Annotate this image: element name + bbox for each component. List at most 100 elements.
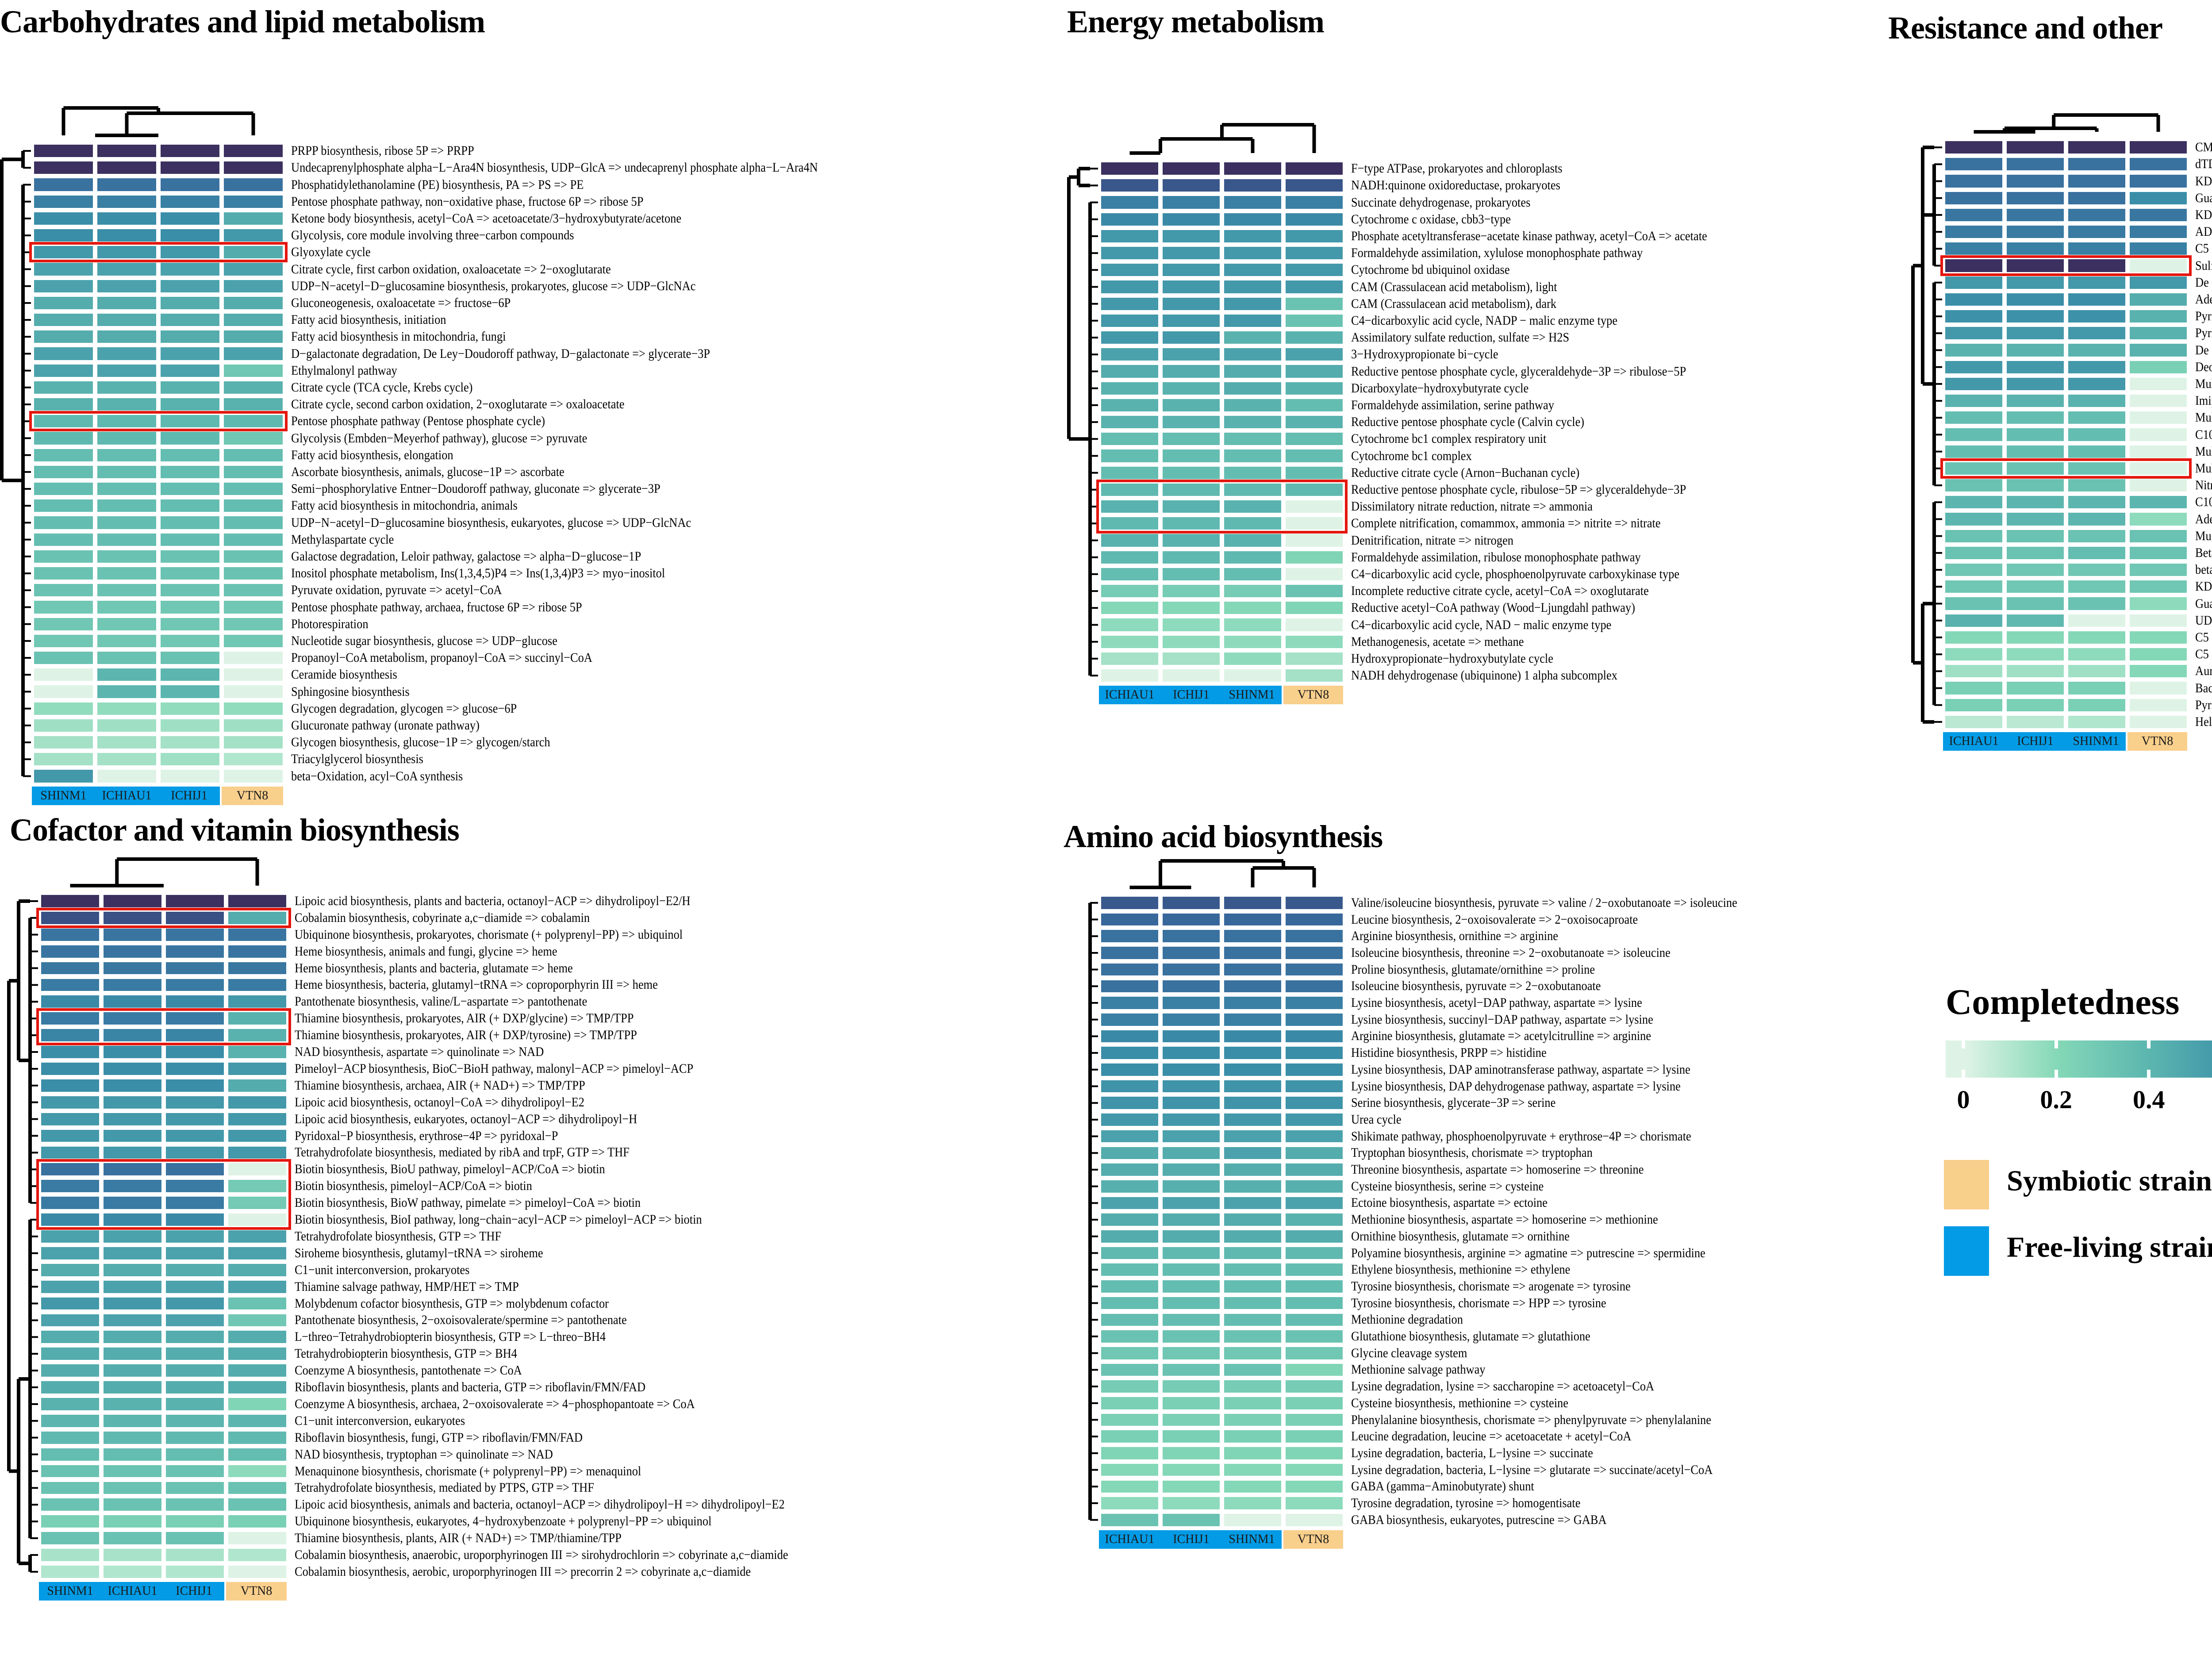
row-label: Glycolysis, core module involving three−… bbox=[291, 228, 574, 243]
heatmap-cell bbox=[158, 210, 222, 227]
heatmap-cell bbox=[226, 1463, 288, 1480]
heatmap-cell bbox=[2066, 663, 2128, 680]
heatmap-cell bbox=[1099, 447, 1160, 464]
heatmap-cell bbox=[1099, 1445, 1160, 1462]
row-label: Lysine degradation, bacteria, L−lysine =… bbox=[1351, 1462, 1713, 1477]
heatmap-cell bbox=[1160, 1511, 1222, 1528]
row-label: KDO2−lipid A biosynthesis, Raetz pathway… bbox=[2195, 207, 2212, 222]
heatmap-cell bbox=[1160, 961, 1222, 978]
heatmap-cell bbox=[2128, 375, 2189, 392]
heatmap-cell bbox=[226, 1144, 288, 1161]
heatmap-cell bbox=[39, 893, 101, 910]
heatmap-cell bbox=[1943, 696, 2005, 714]
row-label: NADH:quinone oxidoreductase, prokaryotes bbox=[1351, 178, 1560, 193]
heatmap-cell bbox=[1283, 447, 1345, 464]
row-label: Cobalamin biosynthesis, cobyrinate a,c−d… bbox=[295, 910, 590, 925]
heatmap-cell bbox=[1160, 1094, 1222, 1112]
row-label: Fatty acid biosynthesis in mitochondria,… bbox=[291, 329, 506, 344]
heatmap-cell bbox=[1160, 1344, 1222, 1362]
heatmap-cell bbox=[1099, 211, 1160, 228]
row-label: Thiamine biosynthesis, plants, AIR (+ NA… bbox=[295, 1531, 622, 1546]
heatmap-cell bbox=[1222, 177, 1283, 194]
row-label: Pyruvate oxidation, pyruvate => acetyl−C… bbox=[291, 583, 502, 598]
heatmap-cell bbox=[1222, 380, 1283, 397]
heatmap-cell bbox=[1943, 561, 2005, 579]
heatmap-cell bbox=[2128, 291, 2189, 308]
heatmap-cell bbox=[1160, 194, 1222, 211]
row-label: Histidine biosynthesis, PRPP => histidin… bbox=[1351, 1045, 1547, 1060]
row-label: Propanoyl−CoA metabolism, propanoyl−CoA … bbox=[291, 650, 592, 665]
heatmap-cell bbox=[164, 1094, 226, 1111]
heatmap-cell bbox=[1160, 1445, 1222, 1462]
heatmap-cell bbox=[2005, 679, 2066, 697]
row-label: Tyrosine biosynthesis, chorismate => aro… bbox=[1351, 1278, 1631, 1294]
heatmap-cell bbox=[1099, 498, 1160, 515]
heatmap-cell bbox=[164, 1379, 226, 1396]
heatmap-cell bbox=[222, 768, 285, 785]
heatmap-cell bbox=[164, 1547, 226, 1563]
heatmap-cell bbox=[1283, 211, 1345, 228]
heatmap-cell bbox=[2066, 206, 2128, 223]
heatmap-cell bbox=[32, 159, 95, 177]
row-label: Thiamine salvage pathway, HMP/HET => TMP bbox=[295, 1279, 519, 1294]
heatmap-cell bbox=[164, 1278, 226, 1295]
row-label: Reductive acetyl−CoA pathway (Wood−Ljung… bbox=[1351, 600, 1636, 615]
heatmap-cell bbox=[39, 1463, 101, 1480]
heatmap-cell bbox=[2005, 223, 2066, 241]
highlight-box bbox=[36, 1008, 291, 1046]
heatmap-cell bbox=[164, 1010, 226, 1027]
heatmap-cell bbox=[1222, 894, 1283, 911]
heatmap-cell bbox=[164, 1530, 226, 1547]
heatmap-cell bbox=[1222, 1161, 1283, 1178]
heatmap-cell bbox=[101, 1027, 164, 1044]
heatmap-cell bbox=[158, 142, 222, 160]
heatmap-cell bbox=[1222, 1378, 1283, 1395]
heatmap-cell bbox=[1283, 1278, 1345, 1295]
heatmap-cell bbox=[1099, 583, 1160, 600]
heatmap-cell bbox=[32, 649, 95, 667]
heatmap-cell bbox=[164, 1295, 226, 1312]
heatmap-cell bbox=[95, 683, 158, 700]
heatmap-cell bbox=[1222, 227, 1283, 245]
heatmap-cell bbox=[158, 514, 222, 531]
heatmap-cell bbox=[1160, 944, 1222, 961]
row-label: Cobalamin biosynthesis, aerobic, uroporp… bbox=[295, 1564, 751, 1579]
row-label: Ethylmalonyl pathway bbox=[291, 363, 397, 378]
heatmap-cell bbox=[95, 599, 158, 616]
row-label: Pentose phosphate pathway, archaea, fruc… bbox=[291, 599, 582, 614]
heatmap-cell bbox=[2066, 173, 2128, 190]
row-label: Nucleotide sugar biosynthesis, glucose =… bbox=[291, 633, 557, 648]
heatmap-cell bbox=[1160, 227, 1222, 245]
row-label: C1−unit interconversion, eukaryotes bbox=[295, 1413, 465, 1428]
heatmap-cell bbox=[1222, 1344, 1283, 1362]
row-label: Ascorbate biosynthesis, animals, glucose… bbox=[291, 464, 565, 479]
row-label: Imipenem resistance, repression of porin… bbox=[2195, 393, 2212, 408]
heatmap-cell bbox=[1283, 549, 1345, 566]
heatmap-cell bbox=[1283, 1178, 1345, 1195]
heatmap-cell bbox=[95, 413, 158, 430]
heatmap-cell bbox=[101, 1278, 164, 1295]
heatmap-cell bbox=[32, 565, 95, 582]
heatmap-cell bbox=[222, 649, 285, 667]
heatmap-cell bbox=[1222, 1178, 1283, 1195]
row-label: C4−dicarboxylic acid cycle, phosphoenolp… bbox=[1351, 566, 1680, 581]
heatmap-cell bbox=[1222, 211, 1283, 228]
heatmap-cell bbox=[158, 734, 222, 751]
heatmap-cell bbox=[1099, 295, 1160, 312]
heatmap-cell bbox=[95, 582, 158, 599]
row-label: Glyoxylate cycle bbox=[291, 245, 371, 260]
heatmap-cell bbox=[1160, 396, 1222, 414]
heatmap-cell bbox=[226, 1513, 288, 1530]
heatmap-cell bbox=[32, 227, 95, 244]
row-label: Deoxyribonucleotide biosynthesis, ADP/GD… bbox=[2195, 359, 2212, 374]
heatmap-cell bbox=[1099, 1094, 1160, 1112]
heatmap-cell bbox=[1222, 599, 1283, 617]
heatmap-cell bbox=[101, 1295, 164, 1312]
heatmap-cell bbox=[95, 700, 158, 717]
heatmap-cell bbox=[226, 1530, 288, 1547]
row-label: UDP−N−acetyl−D−glucosamine biosynthesis,… bbox=[291, 278, 696, 293]
heatmap-cell bbox=[39, 1479, 101, 1497]
heatmap-cell bbox=[1099, 667, 1160, 684]
heatmap-cell bbox=[32, 497, 95, 514]
highlight-box bbox=[29, 411, 288, 432]
